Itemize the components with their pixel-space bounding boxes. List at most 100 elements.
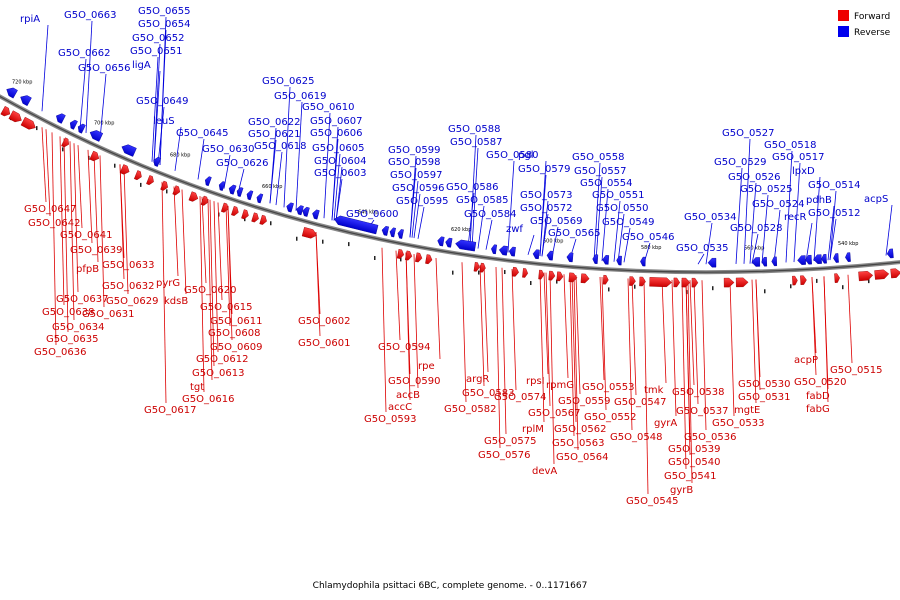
forward-gene-label: G5O_0631 bbox=[82, 309, 134, 320]
forward-gene-arrow bbox=[61, 137, 69, 148]
reverse-gene-arrow bbox=[89, 130, 104, 142]
forward-gene-arrow bbox=[220, 202, 229, 213]
reverse-gene-arrow bbox=[845, 252, 851, 262]
reverse-gene-arrow bbox=[153, 156, 162, 167]
forward-gene-label: G5O_0539 bbox=[668, 444, 720, 455]
forward-gene-arrow bbox=[188, 191, 199, 202]
forward-gene-arrow bbox=[160, 180, 168, 191]
forward-gene-label: fabD bbox=[806, 391, 830, 402]
reverse-gene-arrow bbox=[437, 236, 445, 247]
minor-tick bbox=[140, 182, 142, 187]
reverse-gene-label: G5O_0525 bbox=[740, 184, 792, 195]
minor-tick bbox=[270, 221, 272, 226]
reverse-gene-arrow bbox=[381, 225, 390, 236]
reverse-gene-arrow bbox=[286, 202, 294, 213]
forward-gene-arrow bbox=[649, 277, 672, 288]
forward-gene-label: G5O_0563 bbox=[552, 438, 604, 449]
forward-gene-label: G5O_0545 bbox=[626, 496, 678, 507]
forward-gene-arrow bbox=[800, 275, 807, 285]
forward-gene-arrow bbox=[396, 249, 405, 259]
forward-gene-arrow bbox=[425, 254, 433, 265]
reverse-gene-arrow bbox=[121, 144, 137, 157]
reverse-gene-label: G5O_0584 bbox=[464, 209, 516, 220]
reverse-gene-arrow bbox=[761, 256, 768, 267]
reverse-gene-arrow bbox=[508, 246, 516, 257]
reverse-gene-label: G5O_0514 bbox=[808, 180, 860, 191]
reverse-gene-arrow bbox=[546, 250, 554, 261]
forward-gene-arrow bbox=[858, 271, 874, 282]
forward-gene-arrow bbox=[146, 175, 154, 186]
forward-gene-label: G5O_0576 bbox=[478, 450, 530, 461]
forward-gene-label: rplM bbox=[522, 424, 544, 435]
reverse-gene-arrow bbox=[69, 119, 78, 130]
reverse-gene-label: G5O_0607 bbox=[310, 116, 362, 127]
forward-gene-label: G5O_0559 bbox=[558, 396, 610, 407]
forward-gene-label: tmk bbox=[644, 385, 664, 396]
forward-gene-label: accB bbox=[396, 390, 420, 401]
reverse-gene-arrow bbox=[256, 193, 264, 204]
forward-gene-label: G5O_0615 bbox=[200, 302, 252, 313]
forward-gene-label: G5O_0647 bbox=[24, 204, 76, 215]
reverse-gene-label: G5O_0512 bbox=[808, 208, 860, 219]
forward-gene-arrow bbox=[251, 212, 259, 223]
forward-gene-label: G5O_0575 bbox=[484, 436, 536, 447]
reverse-gene-arrow bbox=[77, 123, 86, 134]
minor-tick bbox=[374, 255, 376, 260]
reverse-gene-label: rpiA bbox=[20, 14, 40, 25]
forward-gene-label: acpP bbox=[794, 355, 818, 366]
forward-gene-label: G5O_0564 bbox=[556, 452, 608, 463]
reverse-gene-arrow bbox=[6, 87, 18, 99]
reverse-gene-label: G5O_0625 bbox=[262, 76, 314, 87]
reverse-gene-arrow bbox=[296, 205, 304, 216]
kbp-tick-label: 700 kbp bbox=[94, 121, 114, 127]
map-caption: Chlamydophila psittaci 6BC, complete gen… bbox=[313, 581, 588, 591]
reverse-gene-label: G5O_0518 bbox=[764, 140, 816, 151]
reverse-gene-label: G5O_0600 bbox=[346, 209, 398, 220]
reverse-gene-label: G5O_0655 bbox=[138, 6, 190, 17]
legend-forward-label: Forward bbox=[854, 12, 890, 22]
minor-tick bbox=[530, 281, 532, 286]
reverse-gene-label: G5O_0656 bbox=[78, 63, 130, 74]
forward-gene-label: G5O_0552 bbox=[584, 412, 636, 423]
forward-gene-arrow bbox=[479, 262, 486, 273]
label-leader-lines bbox=[41, 16, 893, 495]
reverse-gene-arrow bbox=[312, 209, 320, 220]
forward-gene-arrow bbox=[602, 274, 609, 285]
kbp-tick-label: 640 kbp bbox=[358, 209, 378, 215]
reverse-gene-label: G5O_0596 bbox=[392, 183, 444, 194]
reverse-gene-label: G5O_0549 bbox=[602, 217, 654, 228]
reverse-gene-label: G5O_0586 bbox=[446, 182, 498, 193]
forward-gene-arrow bbox=[8, 110, 22, 123]
forward-gene-label: pyrG bbox=[156, 278, 180, 289]
forward-gene-label: G5O_0540 bbox=[668, 457, 720, 468]
reverse-gene-label: G5O_0579 bbox=[518, 164, 570, 175]
forward-gene-label: G5O_0638 bbox=[42, 307, 94, 318]
reverse-gene-arrow bbox=[56, 113, 66, 124]
reverse-gene-label: zwf bbox=[506, 224, 523, 235]
forward-gene-label: G5O_0617 bbox=[144, 405, 196, 416]
legend-reverse-swatch bbox=[838, 26, 849, 37]
reverse-gene-label: leuS bbox=[153, 116, 175, 127]
forward-gene-label: G5O_0612 bbox=[196, 354, 248, 365]
reverse-gene-arrow bbox=[707, 257, 717, 268]
reverse-gene-label: G5O_0630 bbox=[202, 144, 254, 155]
reverse-gene-arrow bbox=[805, 254, 812, 265]
forward-gene-label: G5O_0582 bbox=[444, 404, 496, 415]
minor-tick bbox=[868, 279, 870, 284]
minor-tick bbox=[790, 284, 792, 289]
reverse-gene-arrow bbox=[771, 256, 778, 267]
forward-gene-label: G5O_0639 bbox=[70, 245, 122, 256]
reverse-gene-label: G5O_0587 bbox=[450, 137, 502, 148]
forward-gene-label: G5O_0620 bbox=[184, 285, 236, 296]
reverse-gene-label: G5O_0558 bbox=[572, 152, 624, 163]
kbp-tick-label: 600 kbp bbox=[543, 239, 563, 245]
reverse-gene-arrow bbox=[592, 254, 599, 264]
reverse-gene-label: G5O_0605 bbox=[312, 143, 364, 154]
minor-tick bbox=[322, 239, 324, 244]
reverse-gene-label: G5O_0603 bbox=[314, 168, 366, 179]
forward-gene-label: G5O_0547 bbox=[614, 397, 666, 408]
forward-gene-arrow bbox=[231, 206, 239, 216]
reverse-gene-arrow bbox=[236, 187, 244, 197]
reverse-gene-arrow bbox=[602, 255, 610, 265]
